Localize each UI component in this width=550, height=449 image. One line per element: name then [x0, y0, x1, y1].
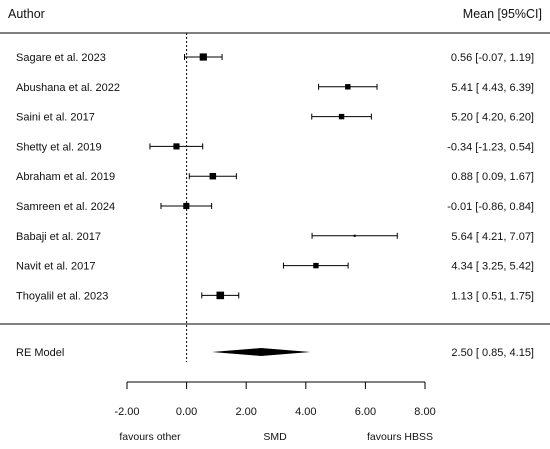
- study-ci-text: 0.56 [-0.07, 1.19]: [451, 52, 534, 64]
- study-label: Babaji et al. 2017: [16, 231, 101, 243]
- x-tick-label: 8.00: [414, 406, 435, 418]
- study-label: Shetty et al. 2019: [16, 141, 102, 153]
- study-row: Navit et al. 2017 4.34 [ 3.25, 5.42]: [16, 261, 534, 273]
- point-estimate-square: [216, 291, 225, 300]
- study-label: Navit et al. 2017: [16, 261, 96, 273]
- study-row: Babaji et al. 2017 5.64 [ 4.21, 7.07]: [16, 231, 534, 243]
- study-label: Sagare et al. 2023: [16, 52, 106, 64]
- point-estimate-square: [313, 262, 319, 269]
- summary-diamond: [211, 348, 311, 356]
- study-rows: Sagare et al. 2023 0.56 [-0.07, 1.19] Abus…: [16, 52, 534, 302]
- x-tick-label: 6.00: [355, 406, 376, 418]
- study-ci-text: -0.34 [-1.23, 0.54]: [447, 141, 534, 153]
- point-estimate-square: [173, 143, 180, 150]
- study-ci-text: 5.20 [ 4.20, 6.20]: [451, 112, 534, 124]
- point-estimate-square: [345, 84, 351, 90]
- study-row: Saini et al. 2017 5.20 [ 4.20, 6.20]: [16, 112, 534, 124]
- study-ci-text: 5.41 [ 4.43, 6.39]: [451, 82, 534, 94]
- study-label: Thoyalil et al. 2023: [16, 290, 108, 302]
- header-author: Author: [8, 7, 45, 21]
- study-ci-text: 4.34 [ 3.25, 5.42]: [451, 261, 534, 273]
- point-estimate-square: [209, 172, 217, 180]
- study-ci-text: -0.01 [-0.86, 0.84]: [447, 201, 534, 213]
- favours-left-label: favours other: [119, 431, 181, 443]
- point-estimate-square: [353, 234, 356, 237]
- study-label: Abushana et al. 2022: [16, 82, 120, 94]
- study-row: Abraham et al. 2019 0.88 [ 0.09, 1.67]: [16, 171, 534, 183]
- point-estimate-square: [183, 202, 190, 210]
- point-estimate-square: [338, 113, 345, 120]
- study-row: Sagare et al. 2023 0.56 [-0.07, 1.19]: [16, 52, 534, 64]
- study-row: Shetty et al. 2019 -0.34 [-1.23, 0.54]: [16, 141, 534, 153]
- x-tick-label: 4.00: [295, 406, 316, 418]
- x-tick-label: 2.00: [235, 406, 256, 418]
- study-label: Abraham et al. 2019: [16, 171, 115, 183]
- summary-label: RE Model: [16, 347, 64, 359]
- study-ci-text: 0.88 [ 0.09, 1.67]: [451, 171, 534, 183]
- point-estimate-square: [199, 53, 207, 61]
- x-tick-label: 0.00: [176, 406, 197, 418]
- study-ci-text: 1.13 [ 0.51, 1.75]: [451, 290, 534, 302]
- summary-ci-text: 2.50 [ 0.85, 4.15]: [451, 347, 534, 359]
- study-row: Samreen et al. 2024 -0.01 [-0.86, 0.84]: [16, 201, 534, 213]
- x-axis-label: SMD: [263, 431, 287, 443]
- favours-right-label: favours HBSS: [367, 431, 433, 443]
- x-axis-ticks: -2.00 0.00 2.00 4.00 6.00 8.00: [114, 382, 436, 418]
- header-mean-ci: Mean [95%CI]: [463, 7, 542, 21]
- x-tick-label: -2.00: [114, 406, 139, 418]
- study-row: Abushana et al. 2022 5.41 [ 4.43, 6.39]: [16, 82, 534, 94]
- study-label: Samreen et al. 2024: [16, 201, 115, 213]
- study-ci-text: 5.64 [ 4.21, 7.07]: [451, 231, 534, 243]
- study-row: Thoyalil et al. 2023 1.13 [ 0.51, 1.75]: [16, 290, 534, 302]
- study-label: Saini et al. 2017: [16, 112, 95, 124]
